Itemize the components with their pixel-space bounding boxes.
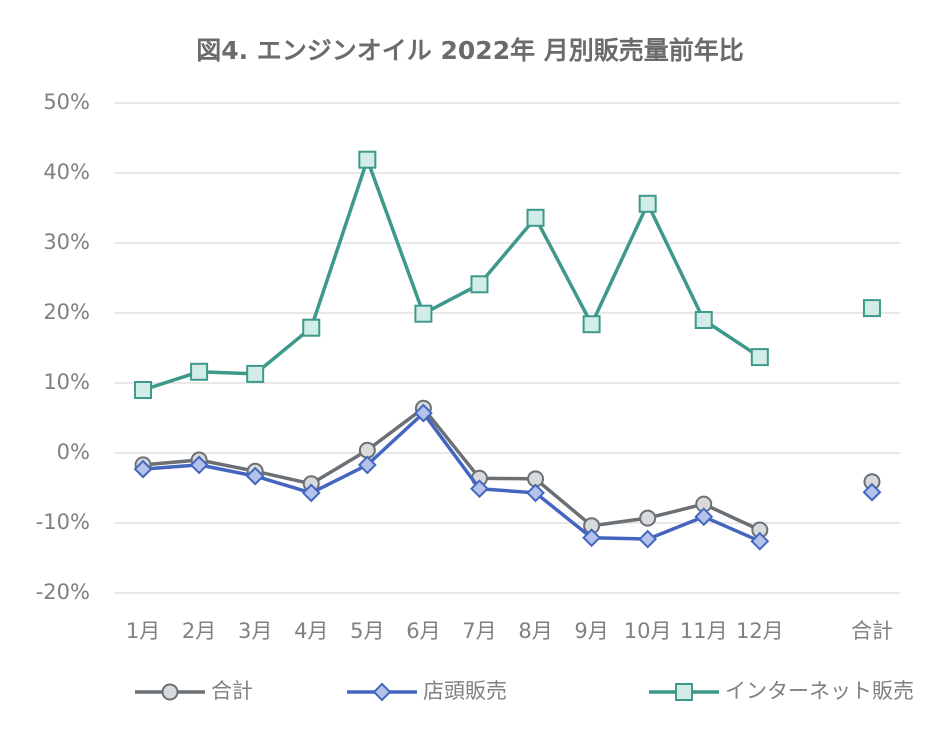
y-tick-label: 50% — [43, 90, 90, 114]
marker — [357, 455, 377, 475]
marker — [190, 362, 209, 381]
marker — [639, 509, 657, 527]
marker — [301, 483, 321, 503]
marker — [750, 348, 769, 367]
marker — [750, 531, 770, 551]
x-tick-label: 4月 — [294, 619, 328, 643]
marker — [358, 150, 377, 169]
x-tick-label: 6月 — [406, 619, 440, 643]
y-tick-label: 0% — [57, 440, 90, 464]
marker — [161, 683, 179, 701]
x-tick-label: 1月 — [126, 619, 160, 643]
marker — [302, 318, 321, 337]
marker — [189, 455, 209, 475]
marker — [526, 208, 545, 227]
marker — [862, 299, 881, 318]
y-tick-label: 10% — [43, 370, 90, 394]
marker — [470, 479, 489, 499]
marker — [675, 683, 693, 701]
x-tick-label: 合計 — [851, 619, 893, 643]
x-tick-label: 7月 — [462, 619, 496, 643]
marker — [470, 275, 489, 294]
marker — [133, 459, 153, 479]
marker — [245, 466, 265, 486]
marker — [246, 364, 265, 383]
marker — [638, 194, 657, 213]
legend-label: 店頭販売 — [423, 679, 507, 703]
y-tick-label: 40% — [43, 160, 90, 184]
marker — [372, 682, 392, 702]
x-tick-label: 5月 — [350, 619, 384, 643]
x-tick-label: 10月 — [624, 619, 672, 643]
marker — [694, 507, 714, 527]
legend-label: 合計 — [211, 679, 253, 703]
chart-title: 図4. エンジンオイル 2022年 月別販売量前年比 — [196, 36, 744, 65]
marker — [358, 441, 376, 459]
marker — [414, 304, 433, 323]
marker — [134, 381, 153, 399]
marker — [582, 315, 601, 334]
marker — [862, 482, 882, 502]
y-tick-label: 20% — [43, 300, 90, 324]
x-tick-label: 9月 — [574, 619, 608, 643]
marker — [694, 311, 713, 329]
x-tick-label: 8月 — [518, 619, 552, 643]
x-tick-label: 3月 — [238, 619, 272, 643]
x-tick-label: 11月 — [680, 619, 728, 643]
legend-label: インターネット販売 — [725, 679, 914, 703]
marker — [413, 403, 433, 423]
marker — [582, 528, 602, 548]
marker — [638, 529, 658, 549]
x-tick-label: 12月 — [736, 619, 784, 643]
y-tick-label: -10% — [36, 510, 90, 534]
y-tick-label: 30% — [43, 230, 90, 254]
y-tick-label: -20% — [36, 580, 90, 604]
x-tick-label: 2月 — [182, 619, 216, 643]
marker — [526, 483, 545, 503]
